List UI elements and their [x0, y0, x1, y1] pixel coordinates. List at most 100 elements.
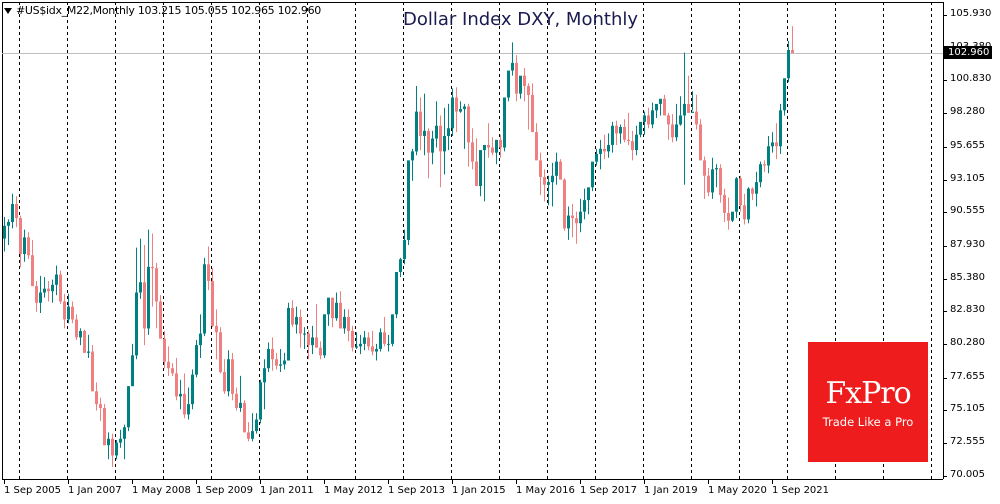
candle	[251, 413, 254, 442]
candle	[107, 432, 110, 460]
candle	[271, 337, 274, 371]
candle	[67, 293, 70, 324]
price-tick-label: 75.105	[950, 403, 985, 415]
candle	[387, 334, 390, 352]
candle	[219, 327, 222, 374]
candle	[179, 379, 182, 410]
candle	[627, 112, 630, 145]
candle	[687, 75, 690, 113]
axis-ticks	[4, 15, 947, 484]
candle	[683, 52, 686, 185]
candle	[747, 187, 750, 224]
candle	[135, 247, 138, 360]
time-tick-label: 1 Jan 2019	[644, 485, 698, 496]
candle	[95, 382, 98, 411]
candle	[203, 257, 206, 337]
candle	[315, 304, 318, 348]
candle	[599, 139, 602, 170]
candle	[211, 268, 214, 328]
vertical-grid	[19, 2, 932, 479]
candle	[239, 375, 242, 412]
candle	[603, 134, 606, 160]
candle	[351, 325, 354, 352]
candle	[379, 328, 382, 352]
price-tick-label: 98.280	[950, 106, 985, 118]
candle	[183, 373, 186, 419]
candle	[583, 188, 586, 220]
time-tick-label: 1 Jan 2007	[68, 485, 122, 496]
candle	[591, 161, 594, 192]
candle	[323, 314, 326, 358]
time-tick-label: 1 Sep 2017	[580, 485, 638, 496]
candle	[671, 114, 674, 143]
fxpro-logo: FxPro Trade Like a Pro	[808, 342, 928, 462]
candle	[63, 293, 66, 329]
candle	[159, 295, 162, 339]
candle	[23, 229, 26, 262]
current-price-badge: 102.960	[944, 46, 993, 59]
candle	[187, 387, 190, 420]
candle	[571, 203, 574, 238]
price-tick-label: 80.280	[950, 337, 985, 349]
candle	[435, 101, 438, 148]
candle	[47, 280, 50, 302]
candle	[15, 196, 18, 228]
candle	[731, 211, 734, 222]
candle	[51, 279, 54, 303]
candle	[743, 193, 746, 225]
candle	[287, 302, 290, 361]
collapse-triangle-icon[interactable]	[4, 8, 12, 14]
candle	[739, 175, 742, 212]
candle	[531, 83, 534, 133]
candle	[615, 120, 618, 145]
candle	[463, 103, 466, 149]
candle	[411, 148, 414, 181]
candle	[147, 229, 150, 335]
candle	[511, 42, 514, 76]
symbol-info[interactable]: #US$idx_M22,Monthly 103.215 105.055 102.…	[4, 4, 321, 17]
candle	[407, 160, 410, 246]
candle	[475, 138, 478, 187]
chart-frame	[2, 2, 944, 480]
candle	[415, 85, 418, 156]
logo-tagline: Trade Like a Pro	[822, 415, 914, 429]
candle	[655, 103, 658, 119]
candle	[263, 359, 266, 410]
candle	[471, 128, 474, 170]
time-tick-label: 1 Sep 2009	[196, 485, 254, 496]
candle	[647, 107, 650, 129]
candle	[195, 339, 198, 378]
candle	[783, 78, 786, 116]
candle	[779, 103, 782, 154]
candle	[31, 239, 34, 287]
candle	[495, 139, 498, 165]
time-tick-label: 1 Sep 2005	[4, 485, 62, 496]
candle	[399, 257, 402, 278]
candle	[283, 352, 286, 370]
logo-name: FxPro	[825, 376, 911, 411]
time-tick-label: 1 May 2020	[708, 485, 767, 496]
candle	[767, 135, 770, 174]
candle	[279, 348, 282, 373]
candle	[635, 125, 638, 156]
candle	[771, 132, 774, 153]
candle	[155, 263, 158, 329]
time-tick-label: 1 May 2008	[132, 485, 191, 496]
price-tick-label: 77.655	[950, 370, 985, 382]
candle	[491, 137, 494, 156]
candle	[403, 229, 406, 265]
candle	[39, 275, 42, 314]
candle	[335, 292, 338, 321]
candle	[467, 103, 470, 167]
candle	[611, 121, 614, 153]
candle	[775, 123, 778, 160]
candle	[451, 88, 454, 136]
candle	[295, 306, 298, 334]
candle	[355, 332, 358, 349]
candle	[663, 94, 666, 116]
candle	[363, 331, 366, 351]
candle	[35, 280, 38, 312]
candle	[235, 387, 238, 411]
price-tick-label: 105.930	[950, 8, 992, 19]
candle	[675, 103, 678, 142]
